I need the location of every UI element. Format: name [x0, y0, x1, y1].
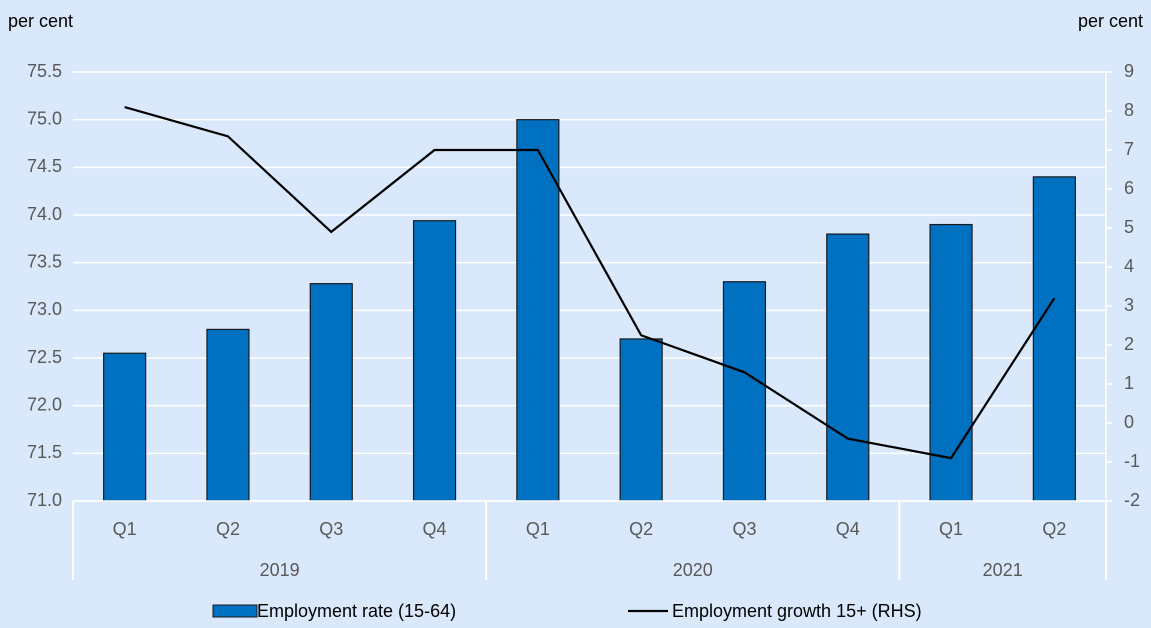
- y-tick-label: 71.0: [27, 490, 62, 510]
- y2-tick-label: 7: [1124, 139, 1134, 159]
- group-label: 2021: [983, 560, 1023, 580]
- y2-tick-label: 1: [1124, 373, 1134, 393]
- x-tick-label: Q1: [939, 519, 963, 539]
- bar: [1032, 176, 1076, 502]
- x-tick-label: Q4: [836, 519, 860, 539]
- legend-label: Employment rate (15-64): [257, 601, 456, 621]
- line: [124, 106, 1056, 460]
- y2-tick-label: 8: [1124, 100, 1134, 120]
- bar: [206, 328, 250, 502]
- bar: [929, 223, 973, 502]
- y2-axis-label: per cent: [1078, 11, 1143, 31]
- x-tick-label: Q1: [526, 519, 550, 539]
- y2-tick-label: 2: [1124, 334, 1134, 354]
- y-tick-label: 72.5: [27, 347, 62, 367]
- x-tick-label: Q3: [319, 519, 343, 539]
- bar: [619, 338, 663, 502]
- x-tick-label: Q4: [423, 519, 447, 539]
- y2-tick-label: 9: [1124, 61, 1134, 81]
- y2-tick-label: -1: [1124, 451, 1140, 471]
- bar: [826, 233, 870, 502]
- bar: [309, 283, 353, 502]
- y2-tick-label: -2: [1124, 490, 1140, 510]
- y-axis-label: per cent: [8, 11, 73, 31]
- x-tick-label: Q2: [629, 519, 653, 539]
- group-label: 2019: [260, 560, 300, 580]
- y2-tick-label: 5: [1124, 217, 1134, 237]
- x-tick-label: Q2: [1042, 519, 1066, 539]
- y-tick-label: 74.5: [27, 156, 62, 176]
- y-tick-label: 74.0: [27, 204, 62, 224]
- x-tick-label: Q3: [732, 519, 756, 539]
- y-tick-label: 73.0: [27, 299, 62, 319]
- y-tick-label: 75.5: [27, 61, 62, 81]
- y2-tick-label: 3: [1124, 295, 1134, 315]
- bar: [516, 119, 560, 502]
- legend-label: Employment growth 15+ (RHS): [672, 601, 922, 621]
- y2-tick-label: 4: [1124, 256, 1134, 276]
- x-tick-label: Q1: [113, 519, 137, 539]
- y-tick-label: 71.5: [27, 442, 62, 462]
- bar: [103, 352, 147, 502]
- y-tick-label: 72.0: [27, 394, 62, 414]
- legend-swatch: [212, 604, 258, 618]
- x-tick-label: Q2: [216, 519, 240, 539]
- y-tick-label: 73.5: [27, 251, 62, 271]
- bar: [412, 220, 457, 502]
- bar: [722, 281, 767, 502]
- y-tick-label: 75.0: [27, 108, 62, 128]
- group-label: 2020: [673, 560, 713, 580]
- y2-tick-label: 6: [1124, 178, 1134, 198]
- y2-tick-label: 0: [1124, 412, 1134, 432]
